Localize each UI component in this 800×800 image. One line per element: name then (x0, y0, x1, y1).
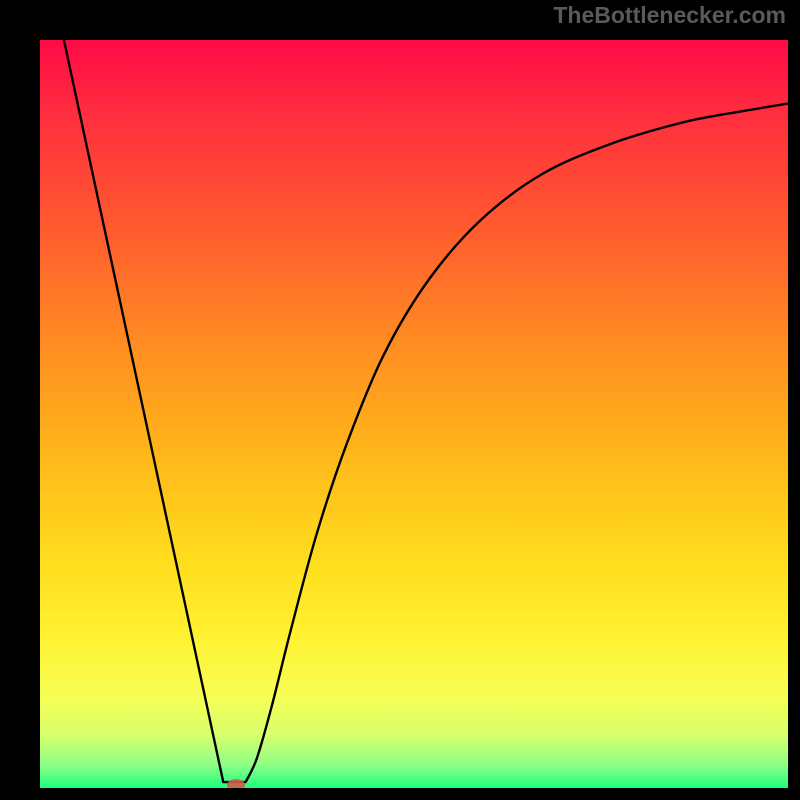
watermark-text: TheBottlenecker.com (553, 2, 786, 29)
bottleneck-curve (64, 40, 788, 782)
optimal-marker (227, 779, 245, 788)
plot-svg (40, 40, 788, 788)
chart-container: TheBottlenecker.com (0, 0, 800, 800)
plot-area (40, 40, 788, 788)
